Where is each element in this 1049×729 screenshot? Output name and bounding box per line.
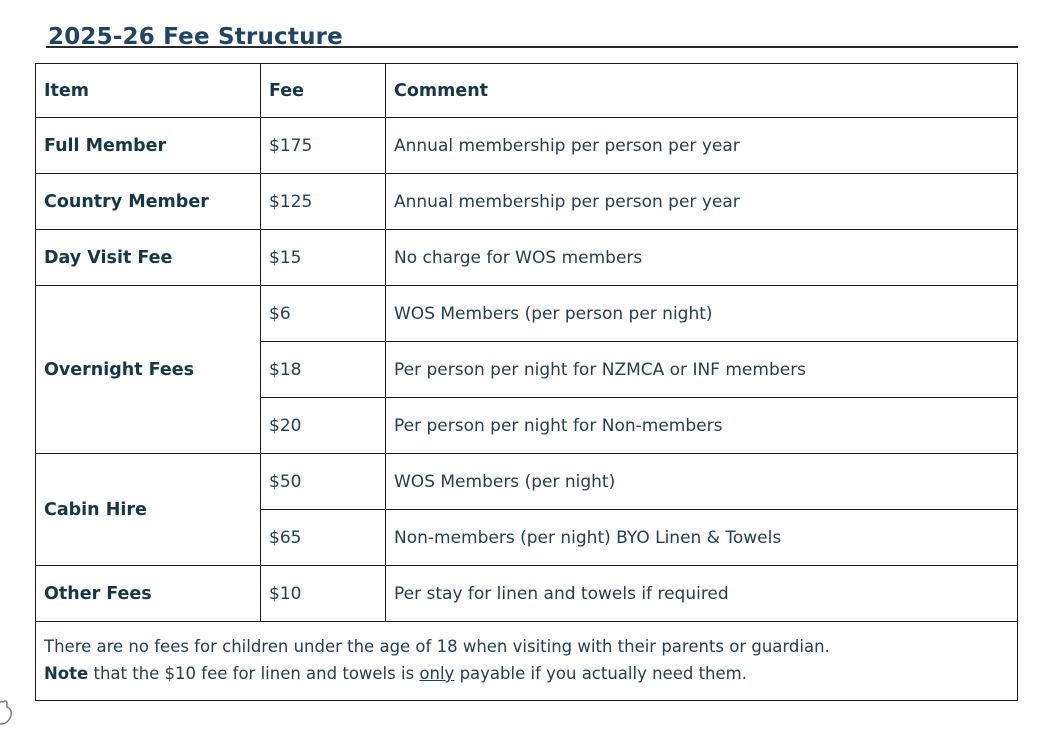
comment-cell: Per person per night for Non-members [385, 397, 1018, 454]
comment-cell: Annual membership per person per year [385, 117, 1018, 174]
fee-cell: $15 [260, 229, 386, 286]
table-row: Cabin Hire $50 WOS Members (per night) [35, 453, 1018, 566]
table-row: Full Member $175 Annual membership per p… [35, 117, 1018, 174]
fee-cell: $10 [260, 565, 386, 622]
footnote-cell: There are no fees for children under the… [35, 621, 1018, 701]
comment-cell: No charge for WOS members [385, 229, 1018, 286]
note-label: Note [44, 664, 89, 683]
table-row: Overnight Fees $6 WOS Members (per perso… [35, 285, 1018, 454]
item-cell-full-member: Full Member [35, 117, 261, 174]
hand-cursor-icon [0, 700, 12, 725]
item-cell-overnight-fees: Overnight Fees [35, 285, 261, 454]
comment-cell: Annual membership per person per year [385, 173, 1018, 230]
fee-cell: $6 [260, 285, 386, 342]
footnote-line1: There are no fees for children under the… [44, 637, 830, 656]
column-header-item: Item [35, 63, 261, 118]
comment-cell: WOS Members (per night) [385, 453, 1018, 510]
item-cell-other-fees: Other Fees [35, 565, 261, 622]
item-cell-cabin-hire: Cabin Hire [35, 453, 261, 566]
underlined-word: only [419, 664, 455, 683]
item-cell-day-visit-fee: Day Visit Fee [35, 229, 261, 286]
item-cell-country-member: Country Member [35, 173, 261, 230]
comment-cell: Per stay for linen and towels if require… [385, 565, 1018, 622]
fee-cell: $18 [260, 341, 386, 398]
footnote-line2-pre: that the $10 fee for linen and towels is [88, 664, 420, 683]
title-underline [46, 46, 1018, 48]
fee-cell: $50 [260, 453, 386, 510]
table-row: $18 Per person per night for NZMCA or IN… [36, 341, 1018, 398]
comment-cell: WOS Members (per person per night) [385, 285, 1018, 342]
table-row: Other Fees $10 Per stay for linen and to… [35, 565, 1018, 622]
table-row: $65 Non-members (per night) BYO Linen & … [36, 509, 1018, 566]
fee-cell: $20 [260, 397, 386, 454]
comment-cell: Non-members (per night) BYO Linen & Towe… [385, 509, 1018, 566]
table-row: $20 Per person per night for Non-members [36, 397, 1018, 454]
comment-cell: Per person per night for NZMCA or INF me… [385, 341, 1018, 398]
header-row: Item Fee Comment [35, 63, 1018, 118]
footnote-line2-post: payable if you actually need them. [454, 664, 747, 683]
column-header-comment: Comment [385, 63, 1018, 118]
table-row: Day Visit Fee $15 No charge for WOS memb… [35, 229, 1018, 286]
fee-table: Item Fee Comment Full Member $175 Annual… [35, 63, 1018, 701]
table-row: Country Member $125 Annual membership pe… [35, 173, 1018, 230]
column-header-fee: Fee [260, 63, 386, 118]
footnote-row: There are no fees for children under the… [35, 621, 1018, 701]
fee-cell: $125 [260, 173, 386, 230]
fee-cell: $175 [260, 117, 386, 174]
fee-cell: $65 [260, 509, 386, 566]
